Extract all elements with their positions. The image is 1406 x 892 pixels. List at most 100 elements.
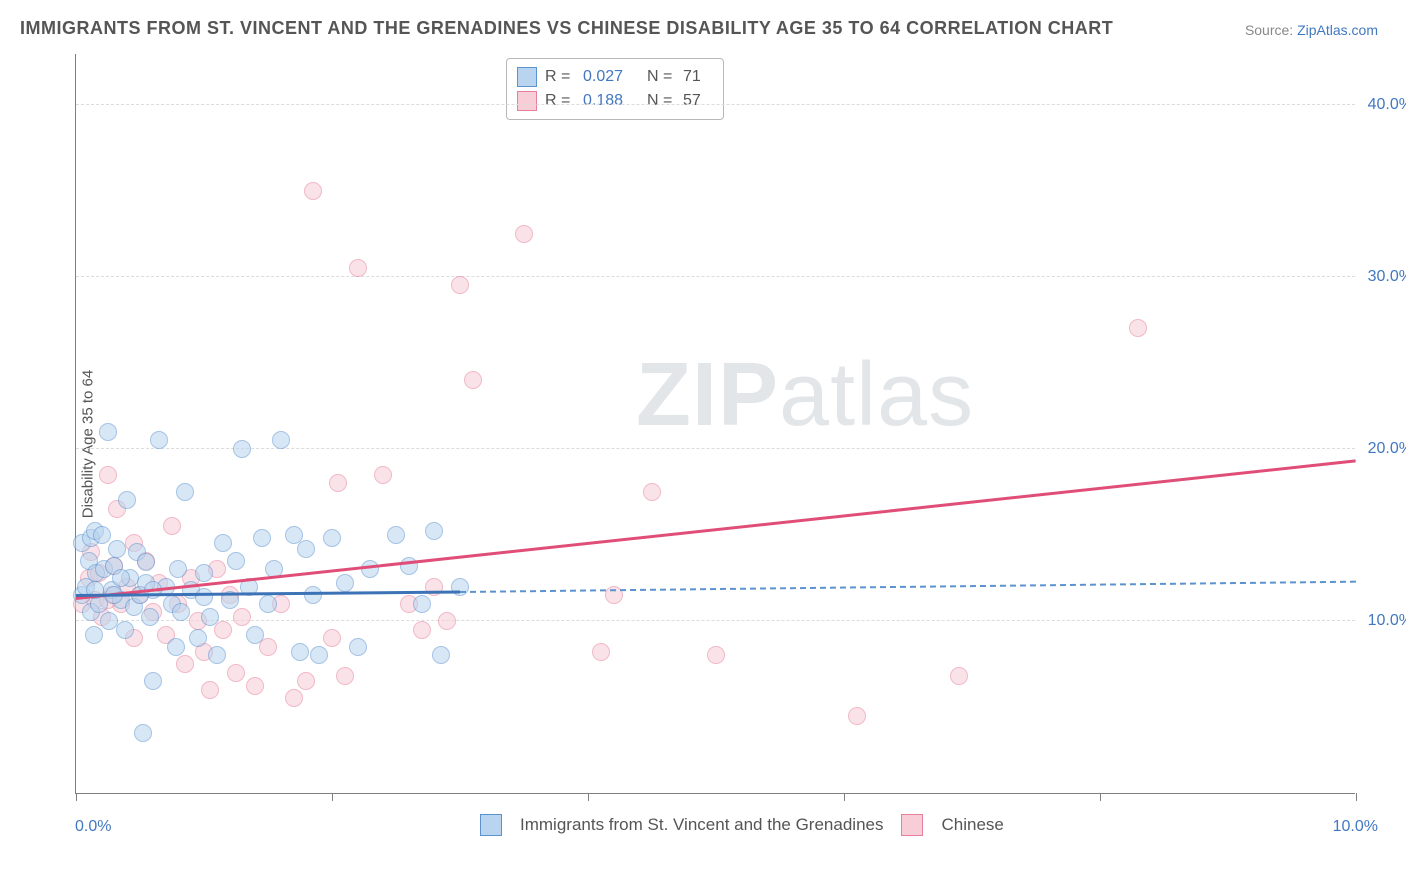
data-point <box>99 423 117 441</box>
swatch-series1 <box>517 67 537 87</box>
data-point <box>297 672 315 690</box>
data-point <box>246 677 264 695</box>
source-link[interactable]: ZipAtlas.com <box>1297 22 1378 38</box>
y-tick-label: 20.0% <box>1368 440 1406 458</box>
source-attribution: Source: ZipAtlas.com <box>1245 22 1378 38</box>
x-tick <box>1100 793 1101 801</box>
data-point <box>134 724 152 742</box>
legend-row-series1: R = 0.027 N = 71 <box>517 65 713 89</box>
data-point <box>387 526 405 544</box>
data-point <box>259 595 277 613</box>
data-point <box>195 588 213 606</box>
series2-label: Chinese <box>941 815 1003 835</box>
n-value-series1: 71 <box>683 68 713 86</box>
data-point <box>323 529 341 547</box>
data-point <box>144 672 162 690</box>
data-point <box>272 431 290 449</box>
x-tick <box>844 793 845 801</box>
data-point <box>169 560 187 578</box>
y-tick-label: 30.0% <box>1368 268 1406 286</box>
swatch-series2-bottom <box>901 814 923 836</box>
data-point <box>304 586 322 604</box>
swatch-series2 <box>517 91 537 111</box>
data-point <box>323 629 341 647</box>
trendline <box>76 460 1356 601</box>
gridline <box>76 620 1355 621</box>
chart-container: Disability Age 35 to 64 ZIPatlas R = 0.0… <box>50 54 1380 834</box>
r-label: R = <box>545 68 575 86</box>
data-point <box>141 608 159 626</box>
series1-label: Immigrants from St. Vincent and the Gren… <box>520 815 883 835</box>
legend-row-series2: R = 0.188 N = 57 <box>517 89 713 113</box>
data-point <box>108 540 126 558</box>
data-point <box>176 655 194 673</box>
data-point <box>176 483 194 501</box>
data-point <box>201 608 219 626</box>
data-point <box>214 534 232 552</box>
series-legend: Immigrants from St. Vincent and the Gren… <box>480 814 1004 836</box>
data-point <box>291 643 309 661</box>
data-point <box>592 643 610 661</box>
data-point <box>1129 319 1147 337</box>
data-point <box>515 225 533 243</box>
data-point <box>189 629 207 647</box>
data-point <box>950 667 968 685</box>
data-point <box>336 574 354 592</box>
data-point <box>848 707 866 725</box>
data-point <box>413 595 431 613</box>
data-point <box>201 681 219 699</box>
n-value-series2: 57 <box>683 92 713 110</box>
data-point <box>137 553 155 571</box>
data-point <box>93 526 111 544</box>
r-label: R = <box>545 92 575 110</box>
data-point <box>227 664 245 682</box>
data-point <box>361 560 379 578</box>
gridline <box>76 104 1355 105</box>
data-point <box>85 626 103 644</box>
x-tick <box>76 793 77 801</box>
data-point <box>349 259 367 277</box>
data-point <box>438 612 456 630</box>
watermark-zip: ZIP <box>636 345 779 445</box>
n-label: N = <box>647 92 675 110</box>
data-point <box>99 466 117 484</box>
data-point <box>336 667 354 685</box>
chart-title: IMMIGRANTS FROM ST. VINCENT AND THE GREN… <box>20 18 1113 39</box>
data-point <box>285 689 303 707</box>
data-point <box>227 552 245 570</box>
data-point <box>304 182 322 200</box>
y-tick-label: 40.0% <box>1368 96 1406 114</box>
data-point <box>118 491 136 509</box>
data-point <box>233 440 251 458</box>
data-point <box>374 466 392 484</box>
x-axis-min-label: 0.0% <box>75 818 111 836</box>
gridline <box>76 276 1355 277</box>
data-point <box>167 638 185 656</box>
data-point <box>112 569 130 587</box>
y-tick-label: 10.0% <box>1368 612 1406 630</box>
trendline-extrapolated <box>460 581 1356 593</box>
data-point <box>253 529 271 547</box>
data-point <box>150 431 168 449</box>
x-tick <box>588 793 589 801</box>
data-point <box>413 621 431 639</box>
data-point <box>195 564 213 582</box>
n-label: N = <box>647 68 675 86</box>
watermark-atlas: atlas <box>779 345 974 445</box>
data-point <box>643 483 661 501</box>
swatch-series1-bottom <box>480 814 502 836</box>
x-axis-max-label: 10.0% <box>1333 818 1378 836</box>
data-point <box>116 621 134 639</box>
data-point <box>246 626 264 644</box>
data-point <box>172 603 190 621</box>
x-tick <box>332 793 333 801</box>
data-point <box>432 646 450 664</box>
data-point <box>233 608 251 626</box>
data-point <box>208 646 226 664</box>
r-value-series2: 0.188 <box>583 92 639 110</box>
x-tick <box>1356 793 1357 801</box>
data-point <box>451 276 469 294</box>
data-point <box>707 646 725 664</box>
data-point <box>310 646 328 664</box>
data-point <box>425 522 443 540</box>
